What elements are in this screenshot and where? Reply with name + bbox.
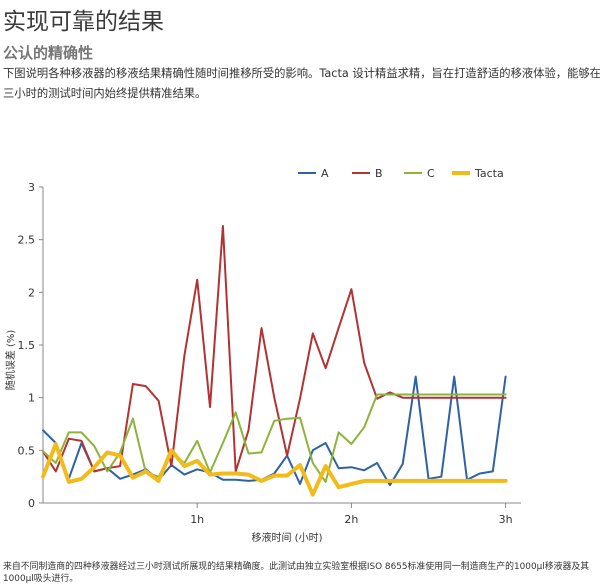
- y-tick-label: 2: [28, 286, 35, 299]
- y-axis-label: 随机误差 (%): [4, 330, 17, 391]
- legend-label-a: A: [321, 167, 329, 180]
- random-error-line-chart: 0 0.5 1 1.5 2 2.5 3 1h 2h 3h A B C Tacta 随机误差 (%) 移液…: [4, 167, 521, 544]
- page-title: 实现可靠的结果: [3, 9, 164, 35]
- legend-label-b: B: [375, 167, 383, 180]
- page-subtitle: 公认的精确性: [3, 44, 94, 62]
- footnote: 来自不同制造商的四种移液器经过三小时测试所展现的结果精确度。此测试由独立实验室根…: [3, 562, 590, 584]
- y-tick-label: 1: [28, 392, 35, 405]
- series-line-a: [42, 375, 507, 487]
- y-tick-label: 0.5: [18, 444, 36, 457]
- series-line-b: [42, 225, 507, 473]
- chart-legend: A B C Tacta: [298, 167, 504, 180]
- series-line-tacta: [41, 442, 508, 497]
- legend-label-tacta: Tacta: [474, 167, 504, 180]
- description-paragraph: 下图说明各种移液器的移液结果精确性随时间推移所受的影响。Tacta 设计精益求精…: [3, 67, 600, 100]
- chart-series: [41, 225, 508, 497]
- series-line-c: [42, 393, 507, 483]
- y-tick-label: 2.5: [18, 234, 36, 247]
- y-tick-label: 0: [28, 497, 35, 510]
- x-axis-label: 移液时间 (小时): [252, 531, 323, 544]
- chart-axes: 0 0.5 1 1.5 2 2.5 3 1h 2h 3h: [18, 181, 521, 526]
- x-tick-label: 1h: [190, 513, 204, 526]
- y-tick-label: 1.5: [18, 339, 36, 352]
- y-tick-label: 3: [28, 181, 35, 194]
- x-tick-label: 2h: [344, 513, 358, 526]
- legend-label-c: C: [427, 167, 435, 180]
- x-tick-label: 3h: [499, 513, 513, 526]
